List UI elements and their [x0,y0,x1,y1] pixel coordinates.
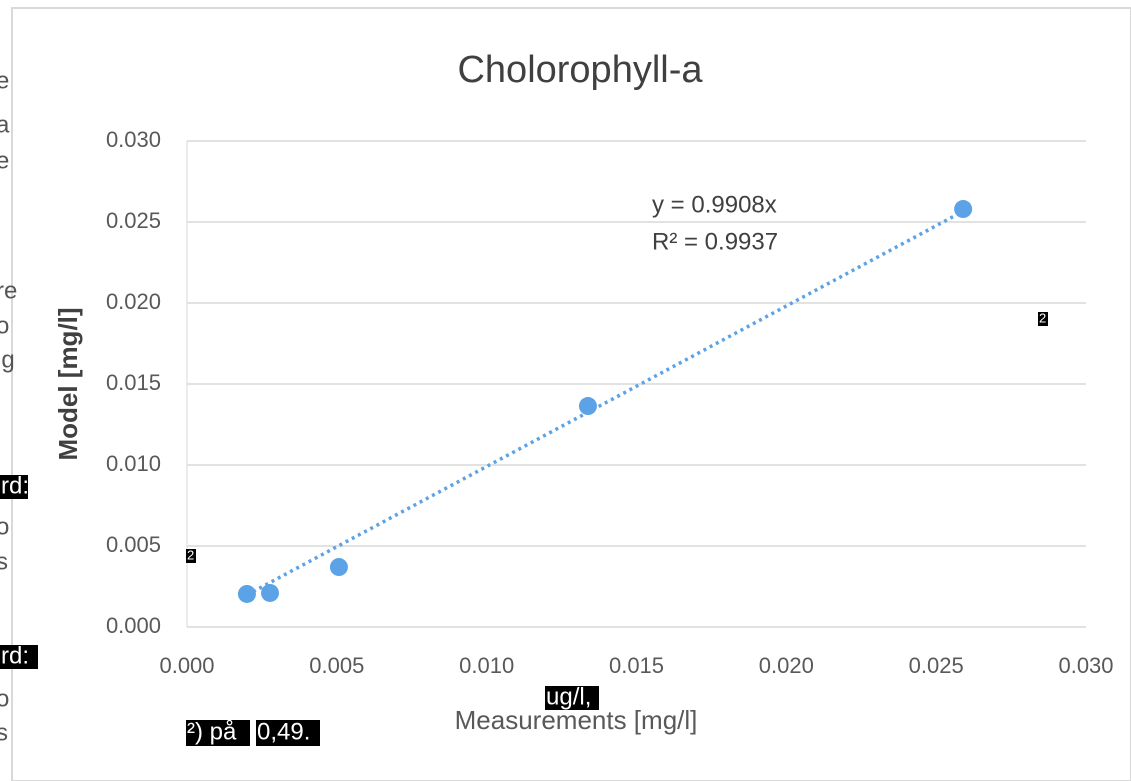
highlight-text: rd: [1,472,29,499]
point [261,583,280,602]
cut-off-text: s [0,548,8,575]
point [954,200,973,219]
cut-off-text: o [0,685,9,712]
highlight-text: ²) på [187,718,237,745]
cut-off-text: e [0,67,9,94]
highlight-text: ug/l, [546,683,591,710]
y-tick-label: 0.030 [106,127,161,152]
y-axis-label: Model [mg/l] [53,307,83,460]
y-tick-label: 0.010 [106,451,161,476]
chart-frame [11,7,1131,781]
highlight-box [0,475,28,499]
y-tick-label: 0.020 [106,289,161,314]
y-tick-label: 0.005 [106,532,161,557]
point [329,558,348,577]
highlight-box [186,549,196,563]
y-tick-label: 0.015 [106,370,161,395]
y-tick-label: 0.000 [106,613,161,638]
trendline-equation: R² = 0.9937 [652,228,778,255]
point [578,397,597,416]
cut-off-text: e [0,147,9,174]
highlight-text: 2 [1039,310,1046,325]
highlight-box [0,645,38,669]
x-tick-label: 0.015 [609,653,664,678]
highlight-box [1038,312,1048,326]
x-tick-label: 0.030 [1058,653,1113,678]
x-tick-label: 0.010 [459,653,514,678]
cut-off-text: o [0,312,9,339]
y-tick-label: 0.025 [106,208,161,233]
cut-off-text: o [0,513,9,540]
chart-title: Cholorophyll-a [457,49,703,91]
cut-off-text: a [0,111,10,138]
x-tick-label: 0.000 [159,653,214,678]
highlight-text: rd: [1,642,29,669]
highlight-box [186,720,250,746]
highlight-box [256,720,320,746]
trendline-equation: y = 0.9908x [652,191,777,218]
point [237,584,256,603]
highlight-text: 2 [187,547,194,562]
highlight-box [545,686,599,710]
x-tick-label: 0.025 [909,653,964,678]
cut-off-text: re [0,277,17,304]
x-tick-label: 0.020 [759,653,814,678]
highlight-text: 0,49. [257,718,310,745]
x-tick-label: 0.005 [309,653,364,678]
cut-off-text: s [0,719,8,746]
cut-off-text: ig [0,346,15,373]
trendline [246,209,964,597]
